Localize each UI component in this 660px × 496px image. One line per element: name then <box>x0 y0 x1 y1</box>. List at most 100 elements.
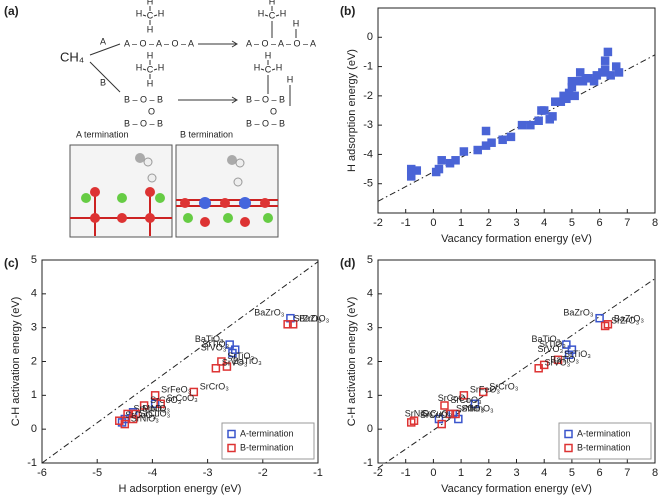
point <box>562 340 571 349</box>
point-label: SrCuO₃ <box>139 408 171 418</box>
point-label: SrCoO₃ <box>450 395 482 405</box>
y-tick-label: 3 <box>31 322 37 334</box>
point <box>211 364 221 373</box>
point-label: SrVO₃ <box>201 342 227 352</box>
x-tick-label: 5 <box>569 467 575 479</box>
atom: H <box>293 18 300 28</box>
point <box>222 362 232 371</box>
point-label: BaTiO₃ <box>233 356 262 366</box>
legend-label: B-termination <box>240 442 294 452</box>
point <box>445 409 455 419</box>
point-label: SrCuO₃ <box>421 408 453 418</box>
point <box>434 164 444 174</box>
y-tick-label: 5 <box>31 254 37 266</box>
chain: O <box>270 106 277 116</box>
bond <box>275 14 280 17</box>
point-label: SrNiO₃ <box>142 403 170 413</box>
point <box>225 340 234 349</box>
point-label: SrFeO₃ <box>161 385 192 395</box>
atom: C <box>269 10 276 20</box>
y-axis-title: H adsorption energy (eV) <box>346 49 358 172</box>
x-tick-label: 2 <box>486 467 492 479</box>
x-tick-label: -1 <box>401 217 411 229</box>
point-label: BaTiO₃ <box>550 354 579 364</box>
slab-image <box>69 144 173 238</box>
point <box>459 147 469 156</box>
x-tick-label: 0 <box>430 217 436 229</box>
atom: H <box>258 8 265 18</box>
slab-atoms <box>70 153 278 236</box>
y-tick-label: -5 <box>363 178 373 190</box>
atom: H <box>276 62 283 72</box>
point-label: SrNiO₃ <box>405 408 433 418</box>
plot-frame <box>377 7 656 214</box>
legend-box <box>558 422 652 460</box>
x-tick-label: 1 <box>458 467 464 479</box>
point-label: SrCuO₃ <box>420 410 452 420</box>
atom: H <box>136 62 143 72</box>
chain: O <box>148 106 155 116</box>
chain: B – O – B <box>124 118 163 128</box>
panel-a: (a) CH₄ A B A – O – A – O – A A – O – A … <box>4 0 316 238</box>
point <box>451 409 460 419</box>
legend-swatch <box>564 443 573 453</box>
point <box>534 116 543 125</box>
arrow <box>89 43 121 56</box>
y-tick-label: 1 <box>31 389 37 401</box>
point <box>553 355 563 365</box>
point <box>498 135 507 145</box>
x-tick-label: 1 <box>458 217 464 229</box>
point-label: BaZrO₃ <box>299 314 330 324</box>
atom: H <box>158 8 165 18</box>
y-tick-label: 2 <box>367 355 373 367</box>
point <box>595 313 604 323</box>
point-label: SrVO₃ <box>537 344 563 354</box>
point-label: SrVO₃ <box>545 358 571 368</box>
y-tick-label: 4 <box>367 288 373 300</box>
y-axis-title: C-H activation energy (eV) <box>346 297 358 427</box>
point <box>440 401 449 410</box>
point-label: SrCrO₃ <box>489 381 518 391</box>
reactant: CH₄ <box>60 49 84 64</box>
bond <box>264 14 269 17</box>
y-tick-label: 0 <box>367 423 373 435</box>
bond <box>142 68 147 71</box>
chain: A – O – A – O – A <box>246 38 316 48</box>
y-axis-title: C-H activation energy (eV) <box>10 297 22 427</box>
slab-title: B termination <box>180 129 233 139</box>
x-tick-label: -3 <box>203 467 213 479</box>
x-tick-label: 7 <box>624 467 630 479</box>
x-tick-label: 4 <box>541 217 547 229</box>
point <box>437 156 446 165</box>
atom: H <box>280 8 287 18</box>
point <box>481 126 491 136</box>
point-label: BaZrO₃ <box>254 308 285 318</box>
point-label: SrZrO₃ <box>294 314 322 324</box>
point <box>459 391 469 400</box>
y-tick-label: 5 <box>367 254 373 266</box>
slab-title: A termination <box>76 129 129 139</box>
point <box>479 387 488 397</box>
panel-label: (d) <box>340 256 355 270</box>
x-tick-label: -1 <box>313 467 323 479</box>
atom: H <box>136 8 143 18</box>
atom: C <box>147 64 154 74</box>
point <box>470 399 480 409</box>
y-tick-label: 2 <box>31 355 37 367</box>
point-label: BaZrO₃ <box>563 308 594 318</box>
point-label: BaZrO₃ <box>614 314 645 324</box>
point <box>217 357 226 366</box>
point <box>564 350 574 359</box>
point <box>603 47 613 57</box>
bond <box>271 68 276 71</box>
point <box>150 399 160 409</box>
point-label: BaTiO₃ <box>532 334 561 344</box>
x-tick-label: -4 <box>148 467 158 479</box>
fit-line <box>41 261 319 464</box>
atom: H <box>265 50 272 60</box>
atom: H <box>158 62 165 72</box>
panel-label: (c) <box>4 256 19 270</box>
chain: B – O – B <box>246 118 285 128</box>
